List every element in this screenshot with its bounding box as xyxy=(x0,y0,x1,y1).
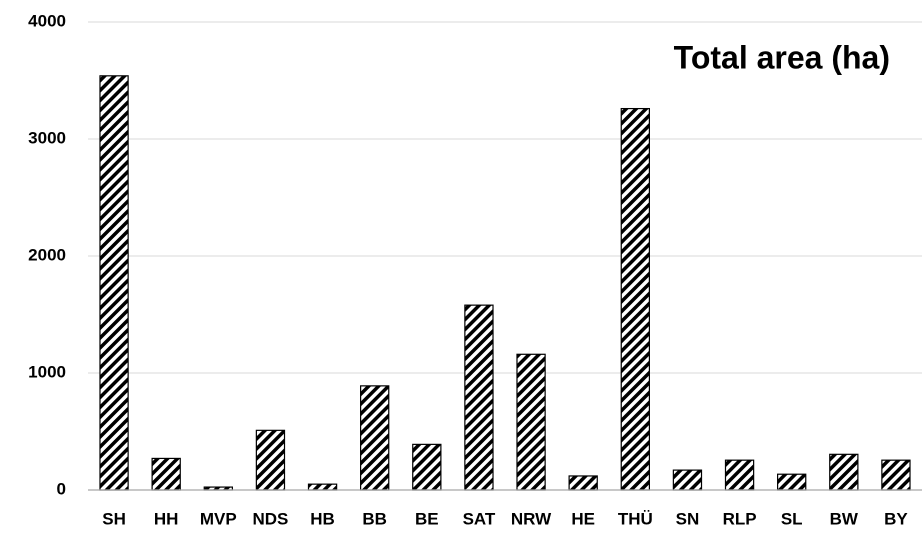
bar xyxy=(620,107,650,491)
x-tick-label: BE xyxy=(415,509,439,528)
y-tick-label: 0 xyxy=(57,479,66,498)
x-tick-label: RLP xyxy=(723,509,757,528)
x-tick-label: HE xyxy=(571,509,595,528)
x-tick-label: THÜ xyxy=(618,509,653,528)
bar xyxy=(672,469,703,491)
x-tick-label: NDS xyxy=(252,509,288,528)
bar xyxy=(412,443,442,491)
bar xyxy=(99,75,129,491)
x-tick-label: SN xyxy=(676,509,700,528)
y-tick-label: 2000 xyxy=(28,245,66,264)
x-tick-label: BW xyxy=(830,509,859,528)
bar xyxy=(724,459,755,491)
x-tick-label: BY xyxy=(884,509,908,528)
x-tick-label: HH xyxy=(154,509,179,528)
x-tick-label: SH xyxy=(102,509,126,528)
bar xyxy=(568,475,598,491)
y-tick-label: 4000 xyxy=(28,11,66,30)
y-tick-label: 1000 xyxy=(28,362,66,381)
x-tick-label: BB xyxy=(362,509,387,528)
x-tick-label: HB xyxy=(310,509,335,528)
x-tick-label: MVP xyxy=(200,509,237,528)
bar xyxy=(881,459,911,491)
x-tick-label: SL xyxy=(781,509,803,528)
bar xyxy=(307,483,338,491)
y-tick-label: 3000 xyxy=(28,128,66,147)
x-tick-label: SAT xyxy=(463,509,496,528)
bar xyxy=(464,304,494,491)
bar xyxy=(255,429,286,491)
bar xyxy=(360,385,390,491)
chart-title: Total area (ha) xyxy=(674,39,890,75)
bar xyxy=(516,353,546,491)
x-tick-label: NRW xyxy=(511,509,552,528)
bar xyxy=(829,453,859,491)
bar xyxy=(777,473,807,491)
bar xyxy=(151,457,181,491)
